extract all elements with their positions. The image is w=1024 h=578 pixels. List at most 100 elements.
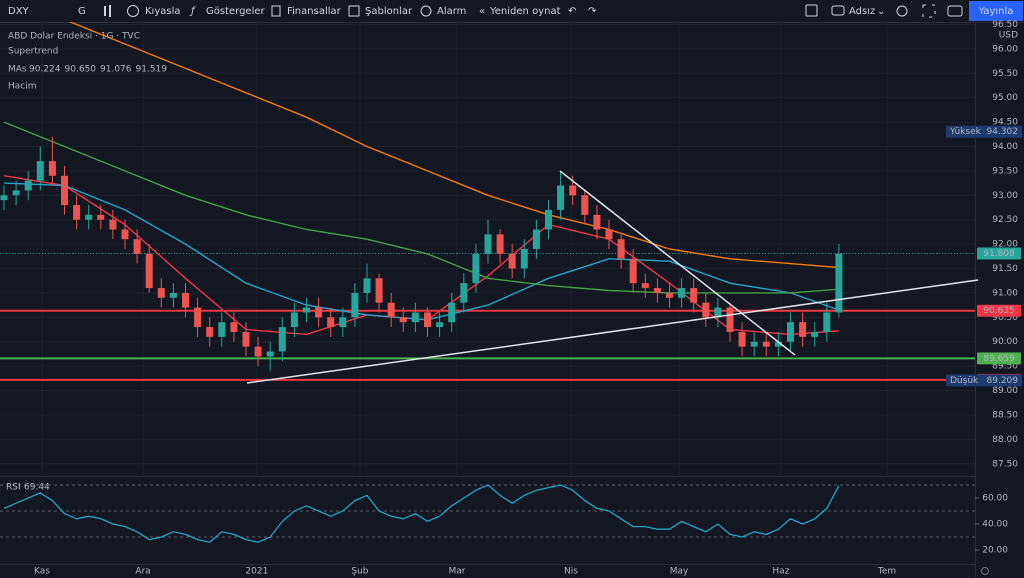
y-tick-label: 95.50 xyxy=(992,69,1018,79)
replay-icon[interactable]: « xyxy=(479,6,485,17)
candle-body xyxy=(181,292,189,308)
x-tick-label: Kas xyxy=(34,567,50,577)
candle-body xyxy=(738,331,746,347)
x-tick-label: Tem xyxy=(877,567,896,577)
legend-title: ABD Dolar Endeksi · 1G · TVC xyxy=(8,32,140,42)
symbol[interactable]: DXY xyxy=(8,6,30,17)
candle-body xyxy=(0,195,8,201)
candle-body xyxy=(811,331,819,337)
x-tick-label: Nis xyxy=(564,567,578,577)
candle-body xyxy=(569,185,577,196)
currency: USD xyxy=(999,31,1018,41)
y-tick-label: 88.00 xyxy=(992,435,1018,445)
candle-body xyxy=(762,341,770,347)
candle-body xyxy=(85,214,93,220)
candle-body xyxy=(206,327,214,337)
candle-body xyxy=(266,351,274,357)
extreme-value: 94.302 xyxy=(987,127,1019,137)
x-tick-label: Şub xyxy=(351,567,368,577)
layout-menu[interactable]: ⌄ xyxy=(877,6,885,17)
candle-body xyxy=(399,317,407,323)
layout-name[interactable]: Adsız xyxy=(849,6,875,17)
candle-body xyxy=(411,312,419,323)
financials[interactable]: Finansallar xyxy=(287,6,342,17)
candle-body xyxy=(581,195,589,215)
indicators[interactable]: Göstergeler xyxy=(206,6,266,17)
price-tag-label: 91.808 xyxy=(983,249,1015,259)
undo[interactable]: ↶ xyxy=(568,6,576,17)
alarm-icon[interactable] xyxy=(420,5,432,17)
candle-body xyxy=(629,258,637,284)
interval[interactable]: G xyxy=(78,6,86,17)
snapshot-icon[interactable] xyxy=(947,5,963,17)
y-tick-label: 89.50 xyxy=(992,362,1018,372)
y-tick-label: 91.50 xyxy=(992,264,1018,274)
fullscreen-icon[interactable] xyxy=(922,4,936,18)
cloud-icon[interactable] xyxy=(831,5,845,16)
x-tick-label: 2021 xyxy=(245,567,268,577)
candle-body xyxy=(363,278,371,293)
candle-body xyxy=(423,312,431,328)
candle-body xyxy=(194,307,202,328)
replay[interactable]: Yeniden oynat xyxy=(489,6,561,17)
publish[interactable]: Yayınla xyxy=(978,6,1014,17)
candle-body xyxy=(593,214,601,230)
compare[interactable]: Kıyasla xyxy=(145,6,181,17)
candle-body xyxy=(508,253,516,269)
candle-body xyxy=(109,219,117,230)
candle-body xyxy=(12,190,20,196)
indicators-icon[interactable]: ƒ xyxy=(189,6,196,17)
layout-icon[interactable] xyxy=(805,4,818,17)
candle-body xyxy=(714,307,722,318)
candle-body xyxy=(327,317,335,328)
candle-body xyxy=(726,307,734,332)
candle-body xyxy=(278,327,286,352)
x-tick-label: May xyxy=(670,567,689,577)
candle-body xyxy=(823,312,831,332)
candle-body xyxy=(532,229,540,249)
candle-body xyxy=(448,302,456,323)
legend: ABD Dolar Endeksi · 1G · TVC Supertrend … xyxy=(8,32,167,92)
price-tag-label: 89.659 xyxy=(983,354,1015,364)
y-tick-label: 88.50 xyxy=(992,410,1018,420)
y-tick-label: 95.00 xyxy=(992,93,1018,103)
axis-settings[interactable] xyxy=(981,567,989,575)
redo[interactable]: ↷ xyxy=(588,6,597,17)
rsi-last: 69.44 xyxy=(24,483,50,493)
y-tick-label: 94.50 xyxy=(992,118,1018,128)
candle-body xyxy=(557,185,565,210)
candle-body xyxy=(133,239,141,254)
financials-icon[interactable] xyxy=(271,5,281,17)
templates-icon[interactable] xyxy=(348,5,360,17)
y-tick-label: 90.00 xyxy=(992,337,1018,347)
x-tick-label: Mar xyxy=(449,567,466,577)
compare-icon[interactable] xyxy=(127,5,139,17)
publish-button[interactable] xyxy=(969,1,1023,21)
x-tick-label: Ara xyxy=(135,567,150,577)
candle-body xyxy=(290,312,298,328)
candle-body xyxy=(690,288,698,303)
ma-value: 90.224 xyxy=(29,65,61,75)
settings-icon[interactable] xyxy=(896,5,908,17)
x-tick-label: Haz xyxy=(772,567,789,577)
price-tag xyxy=(977,304,1021,317)
price-tag xyxy=(977,247,1021,260)
candle-body xyxy=(436,322,444,328)
candle-body xyxy=(351,292,359,318)
alarm[interactable]: Alarm xyxy=(437,6,466,17)
candle-body xyxy=(702,302,710,318)
candle-body xyxy=(786,322,794,342)
candle-body xyxy=(460,283,468,303)
y-tick-label: 96.50 xyxy=(992,20,1018,30)
y-tick-label: 91.00 xyxy=(992,288,1018,298)
toolbar-bg xyxy=(0,0,1024,22)
trend-line[interactable] xyxy=(246,279,979,384)
templates[interactable]: Şablonlar xyxy=(365,6,413,17)
price-tag xyxy=(977,352,1021,365)
candle-body xyxy=(169,292,177,298)
candle-body xyxy=(24,180,32,191)
y-tick-label: 89.00 xyxy=(992,386,1018,396)
trend-line[interactable] xyxy=(559,170,796,356)
chart-type-icon[interactable] xyxy=(104,6,106,16)
